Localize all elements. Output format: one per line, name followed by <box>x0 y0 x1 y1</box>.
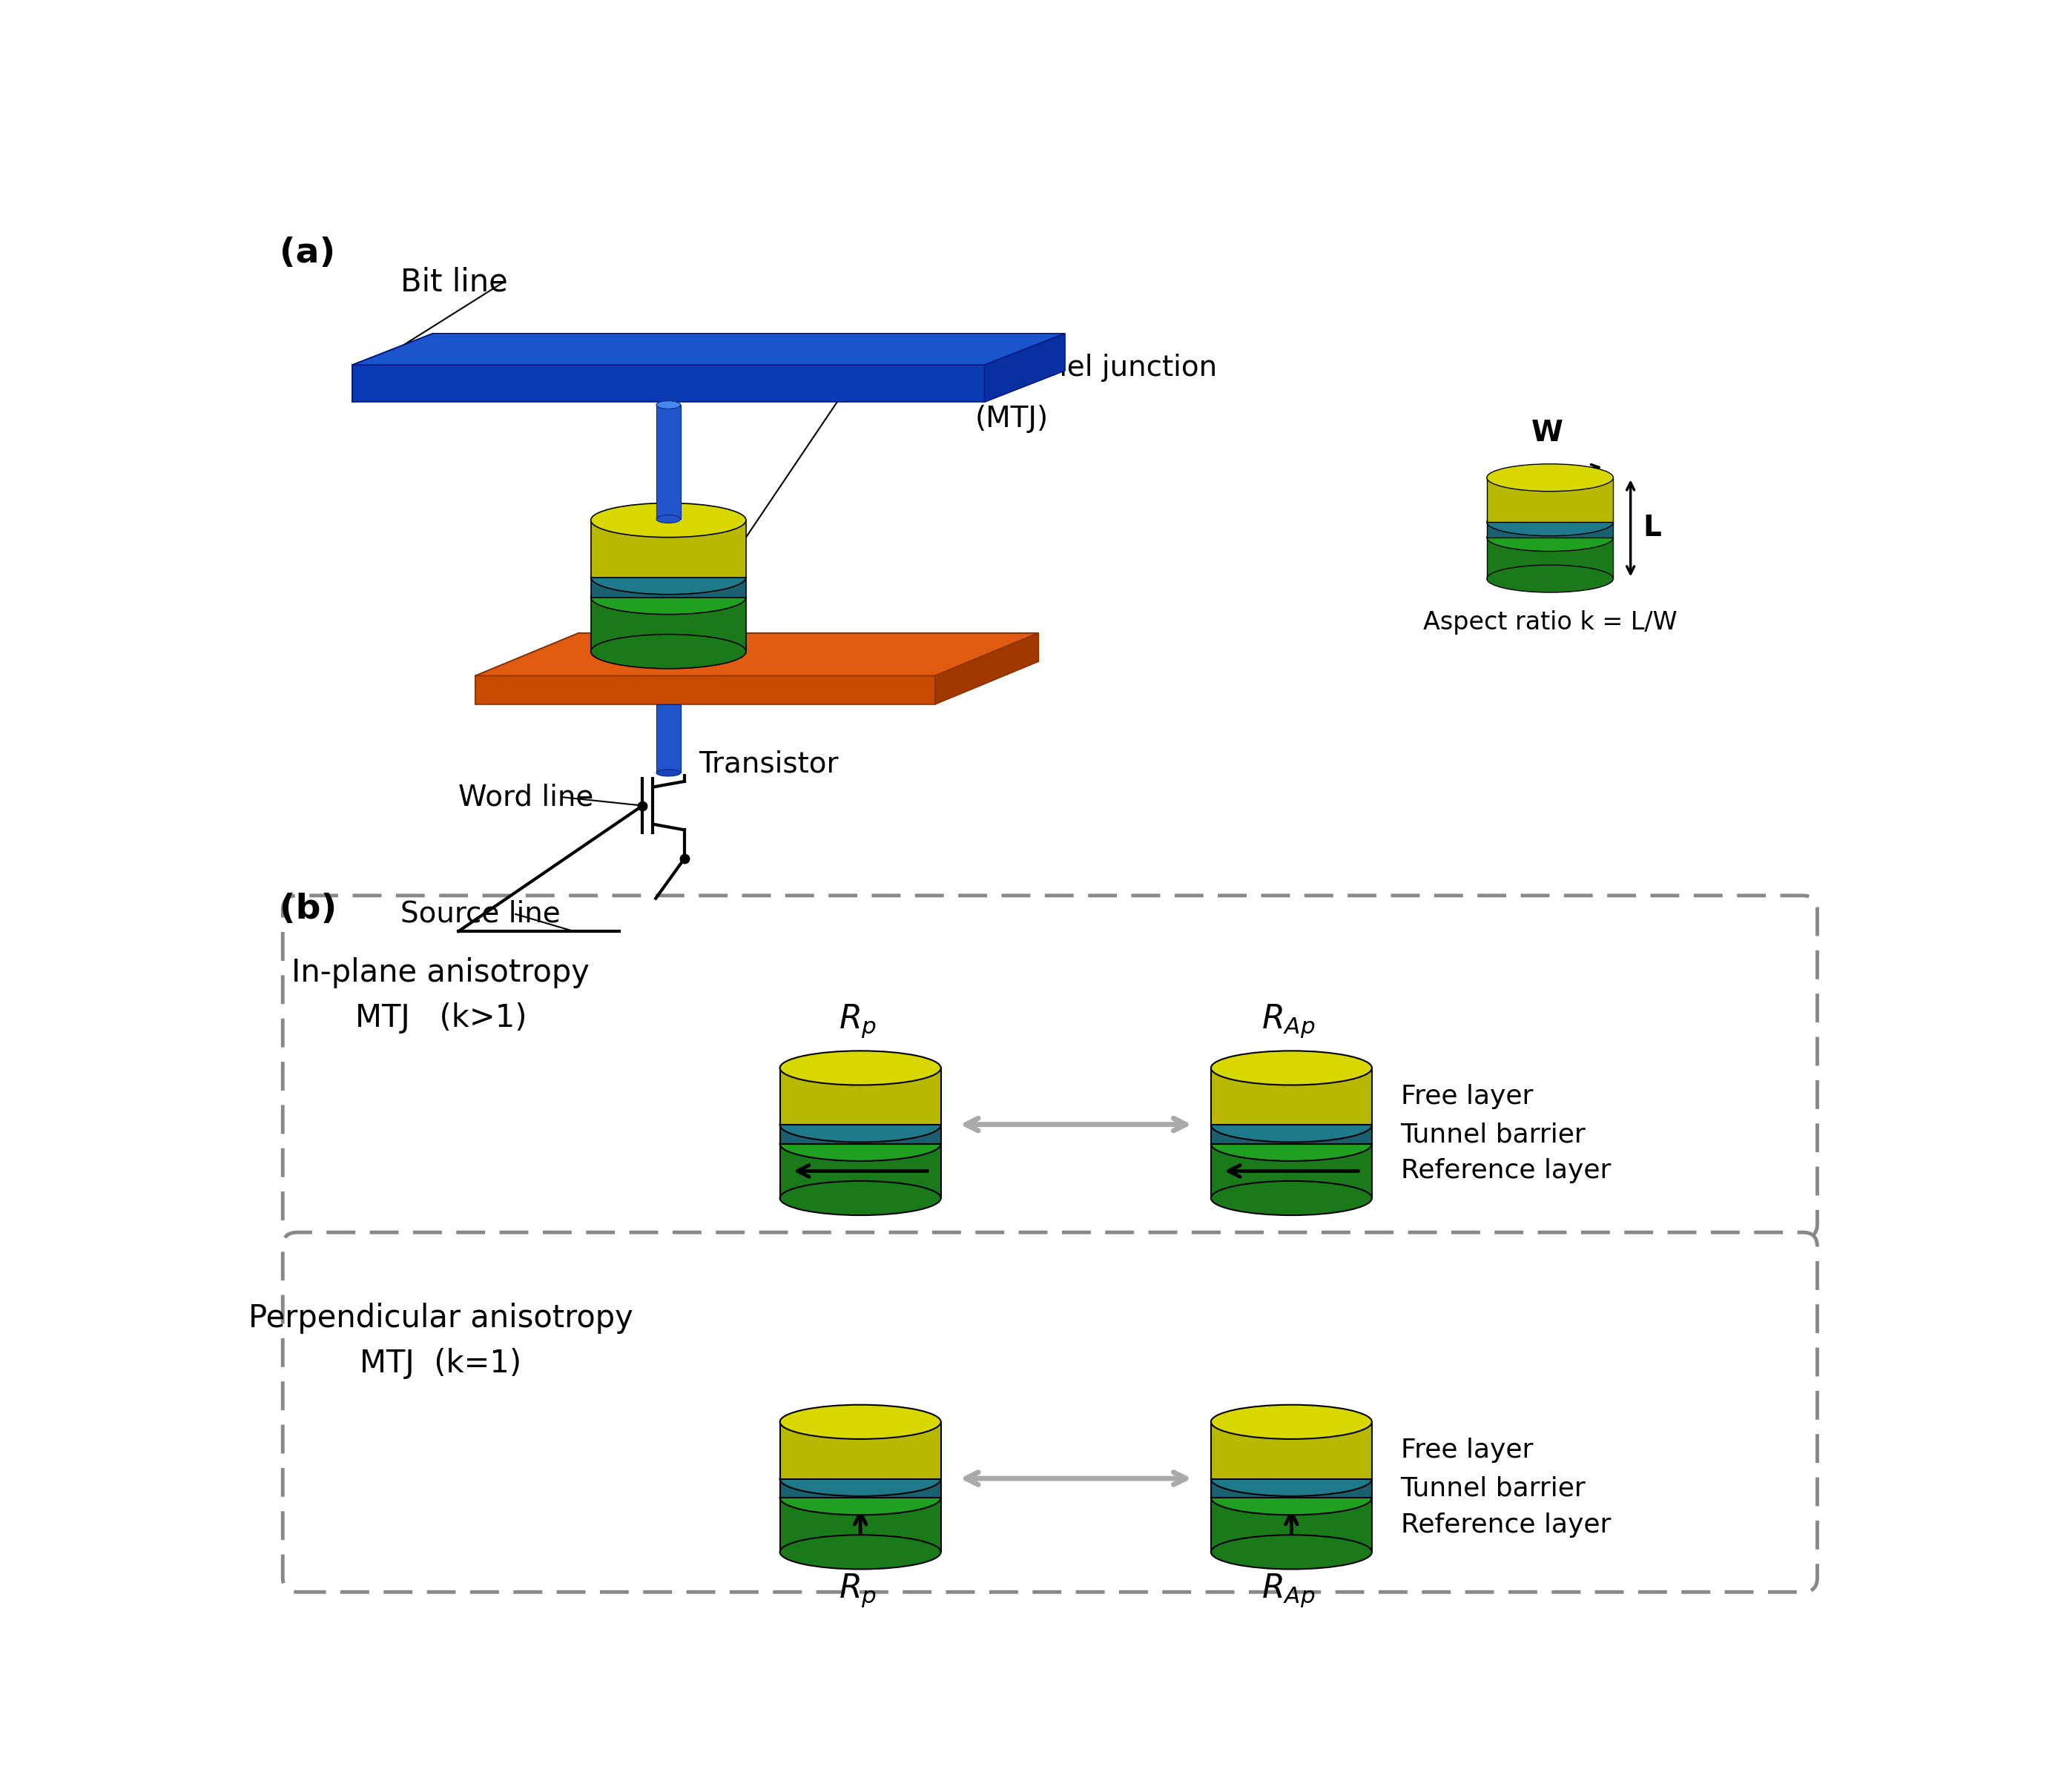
Text: Reference layer: Reference layer <box>1402 1158 1611 1183</box>
Ellipse shape <box>781 1536 941 1570</box>
Polygon shape <box>935 633 1038 704</box>
Polygon shape <box>1210 1125 1373 1143</box>
Polygon shape <box>475 633 1038 676</box>
Ellipse shape <box>781 1462 941 1496</box>
FancyBboxPatch shape <box>284 896 1817 1238</box>
Polygon shape <box>781 1143 941 1199</box>
Text: Tunnel barrier: Tunnel barrier <box>1402 1477 1586 1502</box>
Text: Free layer: Free layer <box>1402 1084 1533 1109</box>
Polygon shape <box>656 405 680 520</box>
Text: MTJ  (k=1): MTJ (k=1) <box>360 1348 522 1380</box>
Polygon shape <box>781 1478 941 1498</box>
Ellipse shape <box>656 514 680 523</box>
Ellipse shape <box>1210 1536 1373 1570</box>
Text: W: W <box>1531 419 1564 446</box>
Polygon shape <box>475 676 935 704</box>
Text: $R_{Ap}$: $R_{Ap}$ <box>1262 1572 1315 1609</box>
Ellipse shape <box>1210 1107 1373 1142</box>
Ellipse shape <box>781 1107 941 1142</box>
Text: (b): (b) <box>279 892 337 926</box>
Polygon shape <box>781 1498 941 1552</box>
Ellipse shape <box>1488 464 1613 491</box>
Polygon shape <box>351 333 1064 366</box>
Text: Reference layer: Reference layer <box>1402 1512 1611 1538</box>
Text: Free layer: Free layer <box>1402 1437 1533 1462</box>
Ellipse shape <box>590 581 746 615</box>
Ellipse shape <box>781 1127 941 1161</box>
Ellipse shape <box>1210 1462 1373 1496</box>
Polygon shape <box>590 597 746 652</box>
Text: Source line: Source line <box>401 900 561 928</box>
Ellipse shape <box>1210 1181 1373 1215</box>
Polygon shape <box>1488 521 1613 538</box>
Ellipse shape <box>781 1181 941 1215</box>
FancyBboxPatch shape <box>284 1233 1817 1591</box>
Ellipse shape <box>781 1480 941 1514</box>
Ellipse shape <box>656 401 680 409</box>
Ellipse shape <box>656 769 680 776</box>
Polygon shape <box>1210 1068 1373 1125</box>
Ellipse shape <box>1488 509 1613 536</box>
Polygon shape <box>781 1421 941 1478</box>
Polygon shape <box>781 1125 941 1143</box>
Text: (MTJ): (MTJ) <box>976 405 1048 434</box>
Text: Tunnel barrier: Tunnel barrier <box>1402 1122 1586 1147</box>
Polygon shape <box>781 1068 941 1125</box>
Polygon shape <box>984 333 1064 401</box>
Text: MTJ   (k>1): MTJ (k>1) <box>356 1004 526 1034</box>
Polygon shape <box>656 704 680 772</box>
Text: L: L <box>1644 514 1662 543</box>
Polygon shape <box>1488 538 1613 579</box>
Text: $R_p$: $R_p$ <box>838 1572 877 1609</box>
Polygon shape <box>1210 1143 1373 1199</box>
Ellipse shape <box>781 1050 941 1086</box>
Ellipse shape <box>1488 523 1613 552</box>
Text: $R_{Ap}$: $R_{Ap}$ <box>1262 1002 1315 1039</box>
Ellipse shape <box>590 504 746 538</box>
Polygon shape <box>1488 478 1613 521</box>
Ellipse shape <box>590 634 746 668</box>
Text: Aspect ratio k = L/W: Aspect ratio k = L/W <box>1422 609 1677 634</box>
Ellipse shape <box>1488 564 1613 593</box>
Polygon shape <box>351 366 984 401</box>
Ellipse shape <box>1210 1050 1373 1086</box>
Ellipse shape <box>781 1405 941 1439</box>
Polygon shape <box>1210 1478 1373 1498</box>
Text: Transistor: Transistor <box>699 751 838 778</box>
Text: Bit line: Bit line <box>401 267 508 297</box>
Polygon shape <box>590 577 746 597</box>
Text: $R_p$: $R_p$ <box>838 1002 877 1039</box>
Text: Word line: Word line <box>458 783 594 812</box>
Polygon shape <box>1210 1498 1373 1552</box>
Ellipse shape <box>1210 1480 1373 1514</box>
Polygon shape <box>590 520 746 577</box>
Polygon shape <box>1210 1421 1373 1478</box>
Text: Perpendicular anisotropy: Perpendicular anisotropy <box>249 1303 633 1333</box>
Ellipse shape <box>1210 1127 1373 1161</box>
Text: In-plane anisotropy: In-plane anisotropy <box>292 957 590 987</box>
Ellipse shape <box>1210 1405 1373 1439</box>
Text: Magnetic tunnel junction: Magnetic tunnel junction <box>861 353 1217 382</box>
Ellipse shape <box>590 561 746 595</box>
Text: (a): (a) <box>279 237 335 269</box>
